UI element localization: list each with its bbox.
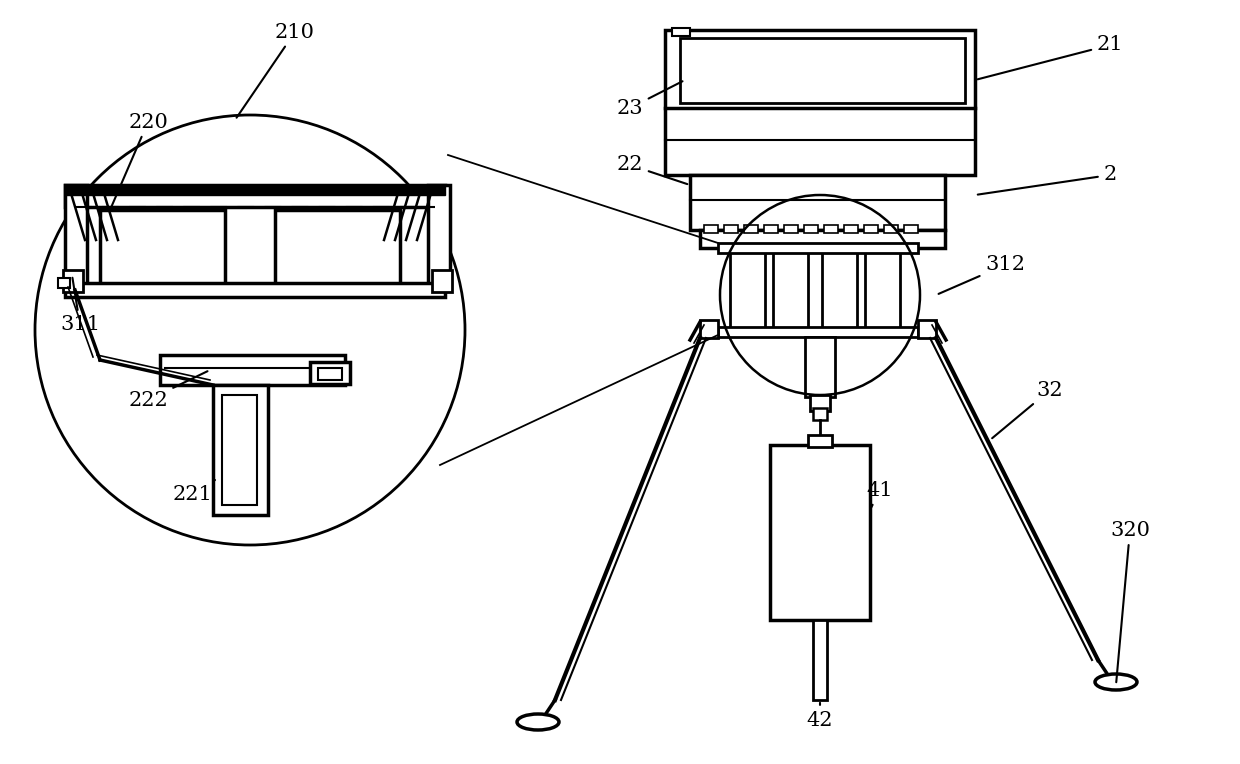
Bar: [701, 230, 945, 248]
Bar: [222, 395, 257, 505]
Bar: [864, 225, 878, 233]
Bar: [432, 270, 453, 292]
Bar: [428, 185, 450, 285]
Text: 42: 42: [807, 703, 833, 730]
Bar: [100, 210, 224, 295]
Bar: [64, 283, 445, 297]
Bar: [689, 175, 945, 230]
Bar: [822, 248, 857, 333]
Bar: [804, 225, 818, 233]
Text: 320: 320: [1110, 520, 1149, 682]
Text: 220: 220: [112, 112, 167, 208]
Bar: [844, 225, 858, 233]
Bar: [904, 225, 918, 233]
Text: 32: 32: [992, 380, 1064, 439]
Bar: [805, 337, 835, 397]
Bar: [63, 270, 83, 292]
Bar: [672, 28, 689, 36]
Bar: [310, 362, 350, 384]
Bar: [813, 408, 827, 420]
Bar: [317, 368, 342, 380]
Bar: [64, 185, 87, 285]
Bar: [773, 248, 808, 333]
Bar: [680, 38, 965, 103]
Ellipse shape: [1095, 674, 1137, 690]
Bar: [866, 248, 900, 333]
Text: 2: 2: [978, 166, 1117, 195]
Text: 312: 312: [939, 255, 1025, 294]
Bar: [825, 225, 838, 233]
Bar: [718, 327, 918, 337]
Bar: [813, 620, 827, 700]
Bar: [701, 320, 718, 338]
Bar: [744, 225, 758, 233]
Bar: [724, 225, 738, 233]
Bar: [730, 248, 765, 333]
Bar: [58, 278, 69, 288]
Bar: [213, 385, 268, 515]
Text: 311: 311: [60, 278, 100, 335]
Bar: [764, 225, 777, 233]
Bar: [64, 185, 445, 207]
Circle shape: [35, 115, 465, 545]
Bar: [918, 320, 936, 338]
Bar: [784, 225, 799, 233]
Bar: [718, 243, 918, 253]
Bar: [704, 225, 718, 233]
Ellipse shape: [517, 714, 559, 730]
Text: 22: 22: [616, 156, 687, 184]
Text: 210: 210: [237, 22, 315, 118]
Text: 23: 23: [616, 81, 682, 118]
Bar: [160, 355, 345, 385]
Bar: [64, 185, 445, 195]
Text: 41: 41: [867, 481, 893, 507]
Bar: [770, 445, 870, 620]
Text: 21: 21: [977, 35, 1123, 79]
Bar: [810, 395, 830, 411]
Bar: [665, 30, 975, 175]
Bar: [275, 210, 401, 295]
Bar: [884, 225, 898, 233]
Text: 221: 221: [172, 480, 215, 504]
Text: 222: 222: [128, 371, 207, 410]
Bar: [808, 435, 832, 447]
